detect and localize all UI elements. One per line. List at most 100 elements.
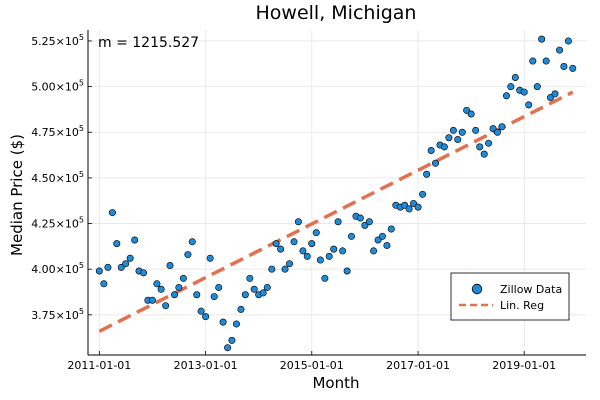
data-point [529, 57, 537, 65]
data-point [432, 159, 440, 167]
data-point [542, 57, 550, 65]
data-point [547, 94, 555, 102]
y-axis-title: Median Price ($) [8, 134, 26, 256]
data-point [263, 283, 271, 291]
data-point [272, 240, 280, 248]
y-tick-label: 3.75×105 [31, 307, 84, 322]
x-axis-ticks: 2011-01-01 2013-01-01 2015-01-01 2017-01-01… [67, 351, 556, 372]
legend-box [450, 272, 570, 321]
y-tick-label: 4.25×105 [31, 216, 84, 231]
data-point [480, 150, 488, 158]
data-point [498, 123, 506, 131]
data-point [294, 218, 302, 226]
data-point [224, 344, 232, 352]
data-point [538, 35, 546, 43]
data-point [100, 280, 108, 288]
data-point [405, 205, 413, 213]
data-point [330, 245, 338, 253]
data-point [219, 318, 227, 326]
x-tick-label: 2011-01-01 [67, 359, 131, 372]
data-point [556, 46, 564, 54]
data-point [533, 83, 541, 91]
scatter-points-layer [95, 35, 577, 352]
data-point [343, 267, 351, 275]
data-point [427, 147, 435, 155]
data-point [316, 256, 324, 264]
data-point [104, 263, 112, 271]
data-point [476, 143, 484, 151]
data-point [175, 283, 183, 291]
data-point [131, 236, 139, 244]
y-tick-label: 5.00×105 [31, 79, 84, 94]
data-point [113, 240, 121, 248]
data-point [334, 218, 342, 226]
data-point [268, 265, 276, 273]
data-point [493, 128, 501, 136]
data-point [193, 291, 201, 299]
data-point [378, 232, 386, 240]
data-point [423, 170, 431, 178]
data-point [232, 320, 240, 328]
data-point [140, 269, 148, 277]
x-axis-title: Month [312, 374, 359, 392]
data-point [277, 245, 285, 253]
data-point [237, 305, 245, 313]
data-point [153, 280, 161, 288]
data-point [126, 254, 134, 262]
data-point [171, 291, 179, 299]
data-point [520, 88, 528, 96]
data-point [246, 274, 254, 282]
chart-title: Howell, Michigan [256, 2, 417, 24]
data-point [445, 134, 453, 142]
data-point [564, 37, 572, 45]
data-point [166, 262, 174, 270]
data-point [502, 92, 510, 100]
data-point [467, 110, 475, 118]
data-point [458, 128, 466, 136]
data-point [401, 201, 409, 209]
data-point [387, 225, 395, 233]
legend: Zillow Data Lin. Reg [450, 272, 570, 321]
data-point [383, 241, 391, 249]
data-point [303, 252, 311, 260]
data-point [440, 143, 448, 151]
data-point [290, 238, 298, 246]
data-point [463, 106, 471, 114]
data-point [449, 126, 457, 134]
data-point [202, 313, 210, 321]
data-point [525, 101, 533, 109]
data-point [321, 274, 329, 282]
data-point [210, 293, 218, 301]
data-point [312, 229, 320, 237]
data-point [410, 199, 418, 207]
data-point [286, 260, 294, 268]
data-point [228, 336, 236, 344]
y-tick-label: 4.50×105 [31, 170, 84, 185]
data-point [365, 218, 373, 226]
x-tick-label: 2017-01-01 [386, 359, 450, 372]
data-point [472, 126, 480, 134]
data-point [184, 251, 192, 259]
legend-label-zillow: Zillow Data [500, 283, 562, 296]
data-point [95, 267, 103, 275]
data-point [162, 302, 170, 310]
legend-marker-zillow [471, 283, 483, 295]
data-point [197, 307, 205, 315]
data-point [370, 247, 378, 255]
legend-label-linreg: Lin. Reg [500, 299, 544, 312]
slope-annotation: m = 1215.527 [98, 35, 199, 51]
x-tick-label: 2019-01-01 [492, 359, 556, 372]
data-point [157, 285, 165, 293]
data-point [179, 274, 187, 282]
data-point [485, 139, 493, 147]
data-point [569, 64, 577, 72]
data-point [215, 283, 223, 291]
data-point [560, 63, 568, 71]
data-point [454, 136, 462, 144]
plot-frame [87, 30, 586, 356]
data-point [325, 252, 333, 260]
data-point [339, 247, 347, 255]
x-tick-label: 2015-01-01 [280, 359, 344, 372]
data-point [419, 190, 427, 198]
